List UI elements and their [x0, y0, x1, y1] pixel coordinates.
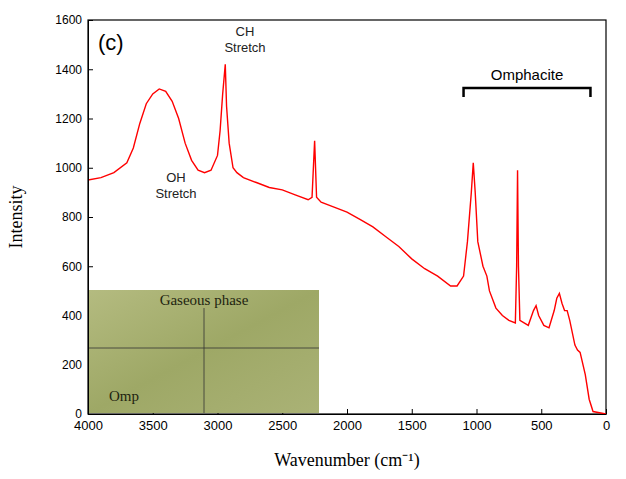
ch-annotation: CHStretch: [224, 24, 265, 55]
x-tick: 2000: [333, 409, 362, 433]
inset-label: Omp: [109, 388, 139, 404]
x-tick-label: 2000: [333, 418, 362, 433]
omphacite-label: Omphacite: [491, 66, 564, 83]
y-tick-mark: [88, 20, 93, 21]
y-tick: 800: [62, 210, 93, 224]
y-tick: 1000: [55, 161, 93, 175]
chart: 4000350030002500200015001000500002004006…: [0, 0, 626, 479]
y-axis: 0 200 400 600 800 1000 1200 1400 1600: [55, 13, 93, 421]
x-tick-label: 3000: [204, 418, 233, 433]
plot-frame: [88, 20, 606, 414]
x-tick-mark: [412, 409, 413, 414]
y-tick: 1200: [55, 112, 93, 126]
oh-annotation: OHStretch: [155, 170, 196, 201]
y-tick-mark: [88, 414, 93, 415]
y-tick-label: 200: [62, 358, 82, 372]
inset-crosshair: [204, 308, 205, 413]
y-tick-mark: [88, 69, 93, 70]
x-tick-label: 2500: [268, 418, 297, 433]
x-tick-label: 1000: [463, 418, 492, 433]
y-tick-label: 400: [62, 309, 82, 323]
panel-label: (c): [98, 30, 124, 55]
x-tick-label: 0: [603, 418, 610, 433]
y-tick-label: 800: [62, 210, 82, 224]
y-tick: 1400: [55, 63, 93, 77]
y-tick-label: 1000: [55, 161, 82, 175]
x-tick-mark: [606, 409, 607, 414]
inset-image: [89, 290, 319, 413]
x-tick-mark: [477, 409, 478, 414]
x-tick: 1500: [398, 409, 427, 433]
x-axis-title: Wavenumber (cm⁻¹): [274, 450, 419, 471]
y-axis-title: Intensity: [6, 186, 26, 249]
y-tick: 1600: [55, 13, 93, 27]
inset-label: Gaseous phase: [160, 292, 249, 308]
x-tick-mark: [347, 409, 348, 414]
x-tick-label: 3500: [139, 418, 168, 433]
inset: Gaseous phase Omp: [89, 290, 319, 413]
y-tick-mark: [88, 168, 93, 169]
y-tick-mark: [88, 217, 93, 218]
y-tick-label: 0: [75, 407, 82, 421]
spectrum-line: [88, 64, 606, 414]
omphacite-bracket: [464, 88, 591, 97]
x-tick-label: 1500: [398, 418, 427, 433]
x-axis-line: [89, 414, 607, 415]
x-tick: 0: [603, 409, 610, 433]
marks: [88, 64, 606, 414]
y-tick-mark: [88, 266, 93, 267]
y-tick: 400: [62, 309, 93, 323]
x-tick-label: 500: [531, 418, 553, 433]
y-tick: 600: [62, 260, 93, 274]
y-tick-label: 1600: [55, 13, 82, 27]
x-tick-mark: [541, 409, 542, 414]
x-tick: 500: [531, 409, 553, 433]
y-tick-label: 1200: [55, 112, 82, 126]
y-tick-label: 600: [62, 260, 82, 274]
x-tick: 1000: [463, 409, 492, 433]
y-tick: 200: [62, 358, 93, 372]
y-tick-mark: [88, 119, 93, 120]
y-tick-label: 1400: [55, 63, 82, 77]
inset-crosshair: [89, 348, 319, 349]
